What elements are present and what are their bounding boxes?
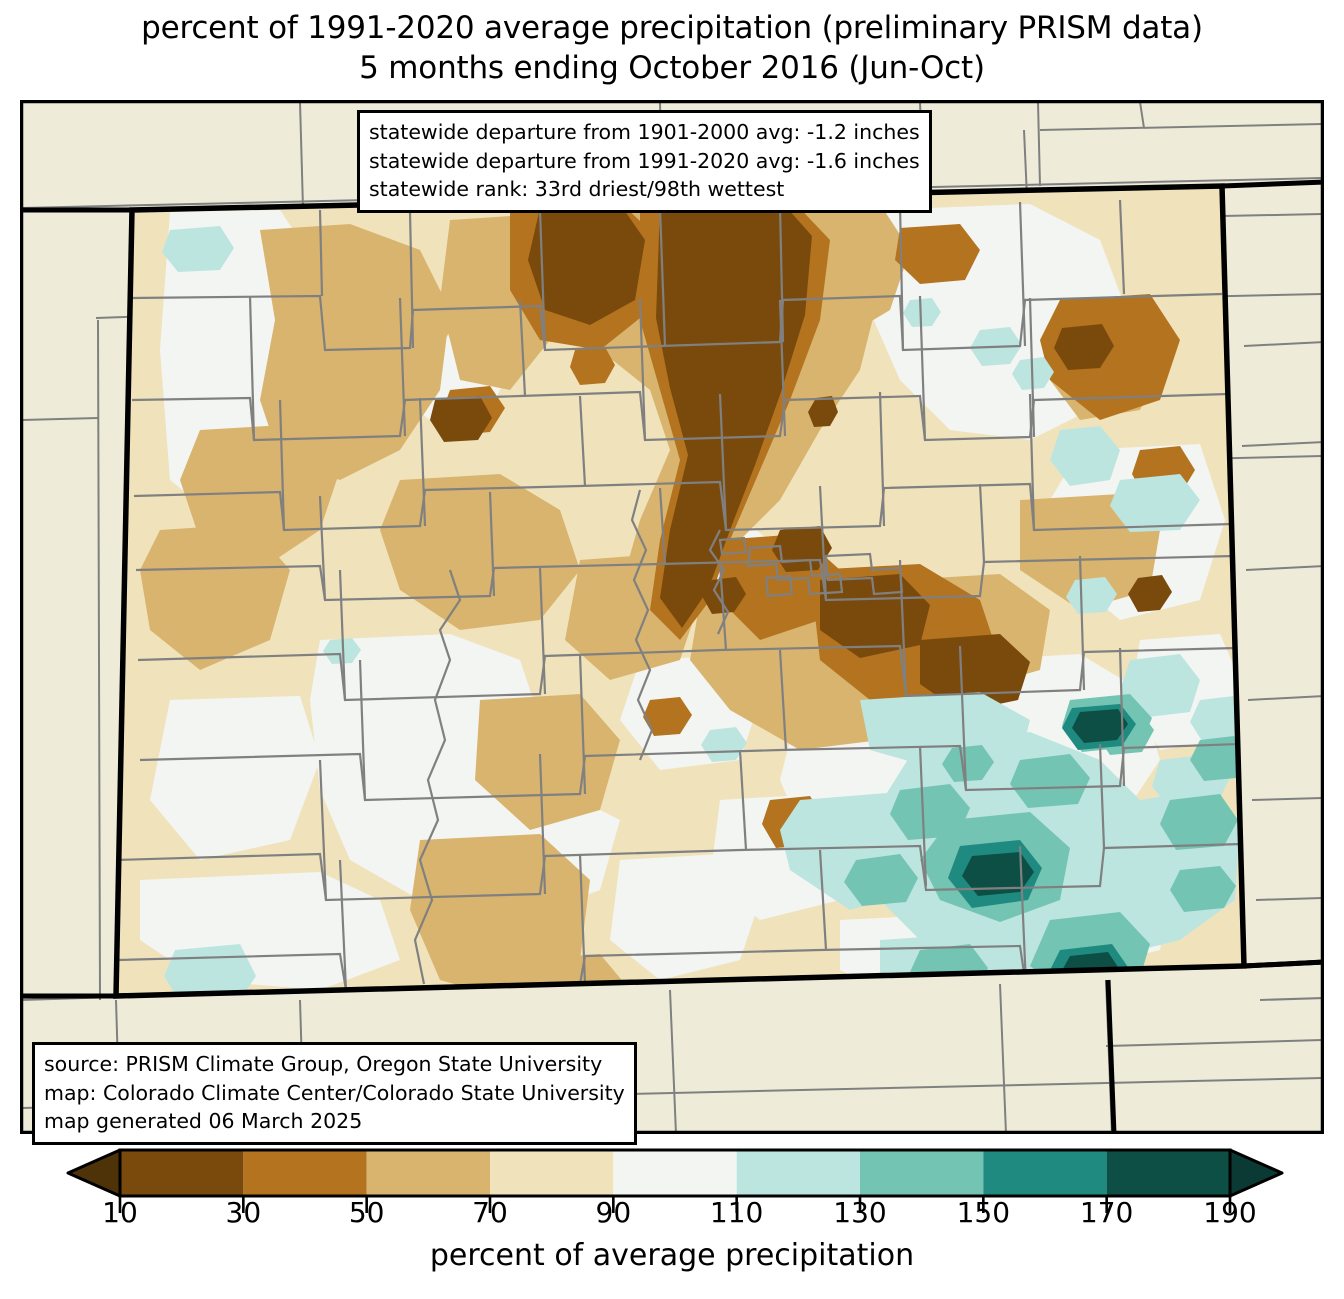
colorbar-tick-label-190: 190 <box>1203 1196 1257 1229</box>
colorbar-band-150-170 <box>983 1150 1107 1196</box>
colorbar-outline <box>118 1148 1232 1198</box>
colorbar-under-arrow <box>66 1148 122 1198</box>
colorado-county-lines <box>116 199 1244 992</box>
stats-line-2: statewide departure from 1991-2020 avg: … <box>369 148 920 173</box>
colorbar-tick-label-170: 170 <box>1079 1196 1134 1229</box>
band-10-30 <box>430 200 1172 712</box>
colorbar-tick-label-110: 110 <box>709 1196 764 1229</box>
source-credits-box: source: PRISM Climate Group, Oregon Stat… <box>32 1042 637 1146</box>
colorbar-tick-label-70: 70 <box>472 1196 508 1229</box>
colorado-precipitation-map <box>20 100 1324 1134</box>
map-panel <box>20 100 1324 1134</box>
colorbar-tick-label-90: 90 <box>595 1196 632 1229</box>
colorbar-panel <box>0 1138 1344 1298</box>
source-line-2: map: Colorado Climate Center/Colorado St… <box>44 1080 625 1105</box>
colorbar-tick-label-10: 10 <box>102 1196 138 1229</box>
colorbar-tick-label-50: 50 <box>348 1196 385 1229</box>
map-frame <box>20 100 1324 1134</box>
colorbar-tick-label-30: 30 <box>225 1196 262 1229</box>
title-line-1: percent of 1991-2020 average precipitati… <box>141 10 1203 46</box>
colorbar-band-70-90 <box>490 1150 614 1196</box>
colorbar[interactable] <box>0 1138 1344 1258</box>
source-line-1: source: PRISM Climate Group, Oregon Stat… <box>44 1052 603 1076</box>
neighboring-state-borders <box>22 179 1322 1132</box>
colorbar-axis-label: percent of average precipitation <box>429 1238 915 1273</box>
colorbar-band-130-150 <box>860 1150 984 1196</box>
colorbar-band-30-50 <box>243 1150 367 1196</box>
colorbar-tick-label-150: 150 <box>956 1196 1011 1229</box>
colorbar-tick-label-130: 130 <box>833 1196 887 1229</box>
colorbar-band-170-190 <box>1106 1150 1230 1196</box>
colorbar-over-arrow <box>1228 1148 1284 1198</box>
source-line-3: map generated 06 March 2025 <box>44 1109 363 1134</box>
title-line-2: 5 months ending October 2016 (Jun-Oct) <box>359 50 985 87</box>
colorbar-band-10-30 <box>120 1150 244 1196</box>
stats-line-1: statewide departure from 1901-2000 avg: … <box>369 120 920 144</box>
colorbar-band-50-70 <box>366 1150 490 1196</box>
colorbar-band-90-110 <box>613 1150 737 1196</box>
colorbar-band-110-130 <box>736 1150 860 1196</box>
stats-line-3: statewide rank: 33rd driest/98th wettest <box>369 177 785 202</box>
page-title: percent of 1991-2020 average precipitati… <box>0 8 1344 89</box>
statewide-stats-box: statewide departure from 1901-2000 avg: … <box>357 110 932 214</box>
